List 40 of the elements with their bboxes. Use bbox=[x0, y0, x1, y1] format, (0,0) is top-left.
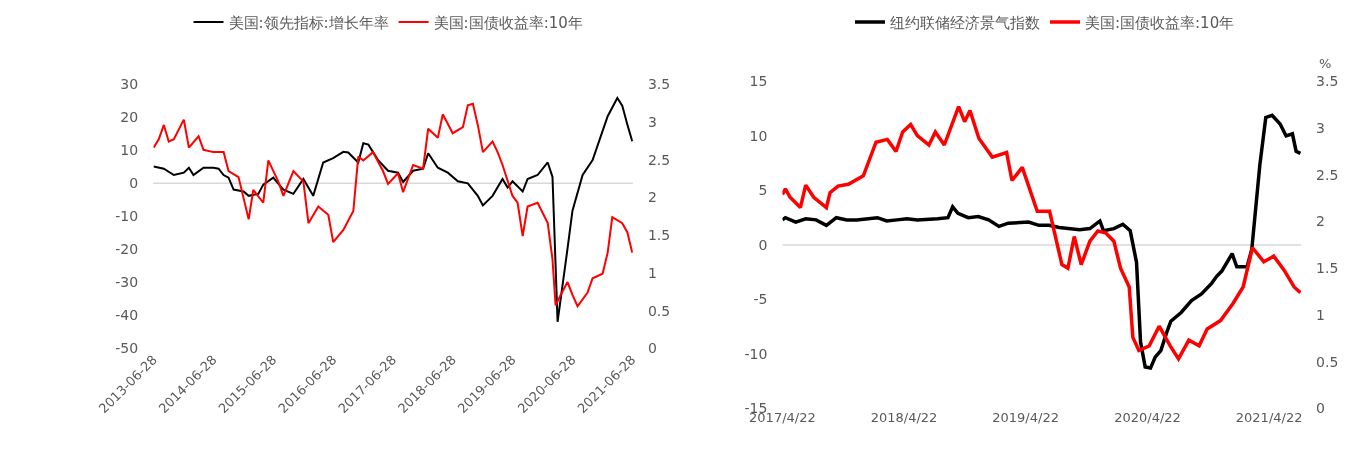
y2-tick-label: 3 bbox=[647, 113, 657, 130]
y2-tick-label: 1.5 bbox=[647, 227, 671, 244]
y2-tick-label: 2.5 bbox=[647, 151, 671, 168]
y-tick-label: 0 bbox=[758, 236, 768, 253]
y-tick-label: 0 bbox=[129, 175, 139, 192]
y2-tick-label: 1 bbox=[647, 264, 657, 281]
y2-tick-label: 0 bbox=[647, 340, 657, 357]
y2-tick-label: 2 bbox=[1316, 213, 1326, 230]
y-tick-label: -30 bbox=[115, 274, 139, 291]
y-tick-label: -20 bbox=[115, 241, 139, 258]
y2-tick-label: 0 bbox=[1316, 400, 1326, 417]
y2-tick-label: 0.5 bbox=[647, 302, 671, 319]
y2-tick-label: 3.5 bbox=[1316, 73, 1339, 90]
y2-tick-label: 3.5 bbox=[647, 76, 671, 93]
y-tick-label: 15 bbox=[749, 73, 768, 90]
x-tick-label: 2018/4/22 bbox=[870, 410, 938, 426]
y-tick-label: 10 bbox=[749, 127, 768, 144]
y-tick-label: 5 bbox=[758, 182, 768, 199]
y-tick-label: 20 bbox=[120, 109, 139, 126]
x-tick-label: 2019/4/22 bbox=[992, 410, 1059, 426]
y2-tick-label: 1 bbox=[1316, 306, 1326, 323]
y2-tick-label: 0.5 bbox=[1316, 353, 1339, 370]
legend-label: 美国:国债收益率:10年 bbox=[1085, 13, 1235, 32]
y-tick-label: 30 bbox=[120, 76, 139, 93]
legend-label: 美国:领先指标:增长年率 bbox=[228, 13, 389, 32]
y2-tick-label: 2.5 bbox=[1316, 166, 1339, 183]
y2-tick-label: 1.5 bbox=[1316, 260, 1339, 277]
y-tick-label: -40 bbox=[115, 307, 139, 324]
x-tick-label: 2021/4/22 bbox=[1235, 410, 1303, 426]
y-tick-label: -10 bbox=[744, 345, 768, 362]
y-tick-label: 10 bbox=[120, 142, 139, 159]
y-tick-label: -10 bbox=[115, 208, 139, 225]
y2-tick-label: 3 bbox=[1316, 120, 1326, 137]
y-tick-label: -50 bbox=[115, 340, 139, 357]
x-tick-label: 2020/4/22 bbox=[1114, 410, 1181, 426]
y2-tick-label: 2 bbox=[647, 189, 657, 206]
y2-axis-title: % bbox=[1319, 56, 1332, 71]
legend-label: 美国:国债收益率:10年 bbox=[433, 13, 583, 32]
legend-label: 纽约联储经济景气指数 bbox=[890, 13, 1040, 32]
y-tick-label: -5 bbox=[753, 291, 768, 308]
